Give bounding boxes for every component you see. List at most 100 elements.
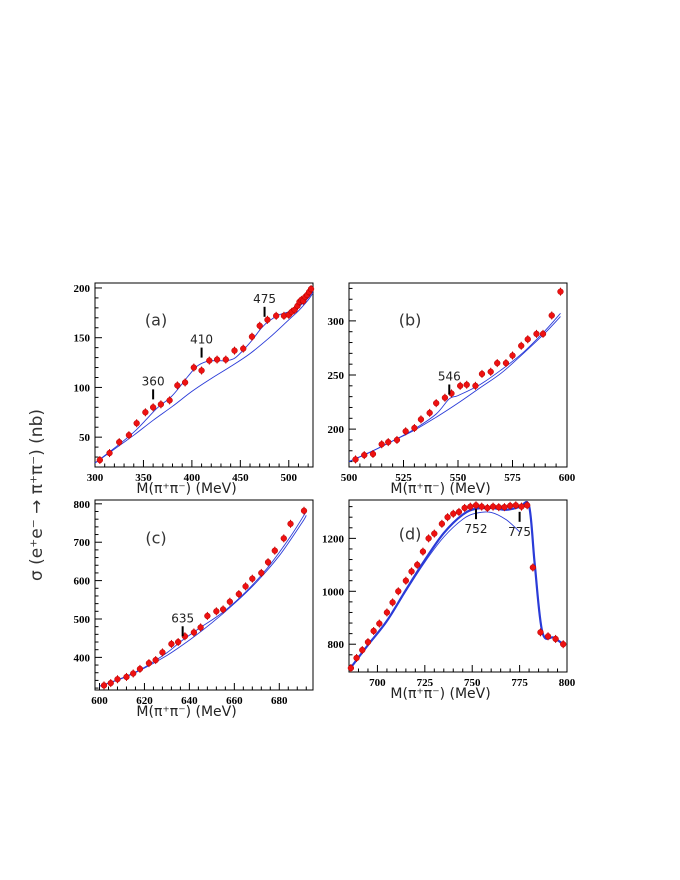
y-tick-label: 50 [79, 432, 91, 444]
data-point [361, 451, 368, 459]
data-point [512, 502, 519, 509]
x-tick-label: 800 [559, 677, 576, 689]
data-point [100, 682, 108, 689]
data-point [539, 330, 547, 338]
data-point [501, 503, 508, 511]
data-point [248, 333, 256, 340]
panel-label: (b) [399, 310, 422, 329]
plot-frame-a [94, 282, 314, 468]
data-point [300, 507, 308, 514]
data-point [502, 359, 510, 367]
data-point [529, 564, 537, 571]
data-point [455, 508, 463, 516]
data-point [376, 620, 383, 627]
y-tick-label: 800 [74, 499, 91, 511]
fit-curve-fit-smooth [94, 292, 314, 464]
y-tick-label: 200 [74, 283, 91, 295]
data-point [518, 342, 525, 349]
data-point [271, 547, 278, 554]
data-point [489, 503, 497, 510]
data-point [174, 382, 181, 389]
data-point [152, 656, 159, 664]
data-point [166, 397, 173, 404]
data-point [280, 535, 287, 542]
data-point [242, 583, 249, 590]
x-tick-label: 550 [450, 472, 467, 484]
data-point [467, 503, 474, 510]
data-point [370, 627, 377, 635]
data-point [226, 598, 233, 605]
data-point [287, 520, 294, 527]
data-point [552, 635, 559, 643]
annotation-label: 752 [465, 522, 488, 536]
data-point [478, 370, 486, 378]
panel-b: 500 525 550 575 600 200 250 300 M(π⁺π⁻) (MeV) (b)… [328, 282, 576, 497]
annotation-label: 546 [438, 369, 461, 383]
x-axis-title: M(π⁺π⁻) (MeV) [136, 481, 236, 497]
data-point [385, 438, 392, 446]
data-point [136, 665, 144, 673]
data-point [408, 568, 415, 575]
data-point [106, 449, 113, 457]
x-tick-label: 725 [417, 677, 434, 689]
x-tick-label: 525 [395, 472, 412, 484]
y-tick-label: 200 [328, 424, 345, 436]
data-point [125, 432, 133, 439]
data-point [206, 357, 213, 364]
data-point [383, 609, 391, 616]
annotation-label: 635 [171, 611, 194, 625]
x-tick-label: 300 [87, 472, 104, 484]
data-point [114, 676, 121, 683]
x-tick-label: 500 [281, 472, 298, 484]
data-point [264, 559, 272, 566]
x-tick-label: 600 [559, 472, 576, 484]
data-point [506, 502, 514, 509]
y-tick-label: 500 [74, 614, 91, 626]
data-point [190, 629, 198, 636]
annotation-label: 410 [190, 333, 213, 347]
data-point [457, 382, 464, 389]
data-point [219, 606, 227, 613]
data-point [557, 288, 564, 295]
data-point [175, 638, 182, 646]
x-tick-label: 500 [341, 472, 358, 484]
data-point [159, 649, 166, 656]
data-point [414, 561, 421, 568]
x-tick-label: 620 [136, 695, 153, 707]
x-tick-label: 450 [232, 472, 249, 484]
data-point [235, 590, 242, 598]
data-point [359, 646, 366, 654]
x-tick-label: 640 [181, 695, 198, 707]
data-point [149, 404, 157, 411]
data-point [222, 356, 229, 363]
data-point [213, 608, 220, 615]
data-point [472, 382, 479, 389]
data-point [190, 364, 197, 371]
data-point [249, 575, 256, 582]
data-point [353, 654, 360, 662]
data-point [461, 504, 468, 512]
fit-curve-fit-structured [350, 500, 564, 669]
x-tick-label: 660 [226, 695, 243, 707]
data-point [417, 416, 425, 423]
x-axis-title: M(π⁺π⁻) (MeV) [390, 481, 490, 497]
data-point [352, 456, 359, 463]
y-tick-label: 400 [74, 652, 91, 664]
data-point [258, 569, 265, 577]
y-tick-label: 800 [328, 639, 345, 651]
data-point [438, 520, 446, 527]
data-point [524, 336, 531, 343]
data-point [431, 530, 438, 537]
data-point [307, 285, 315, 293]
data-point [487, 368, 494, 375]
data-point [419, 548, 427, 555]
data-point [133, 420, 140, 427]
data-point [364, 638, 372, 646]
data-point [402, 428, 409, 435]
data-point [484, 504, 491, 512]
data-point [560, 641, 567, 648]
panel-label: (a) [145, 310, 167, 329]
annotation-label: 775 [508, 525, 531, 539]
data-point [441, 394, 449, 401]
y-tick-label: 700 [74, 537, 91, 549]
